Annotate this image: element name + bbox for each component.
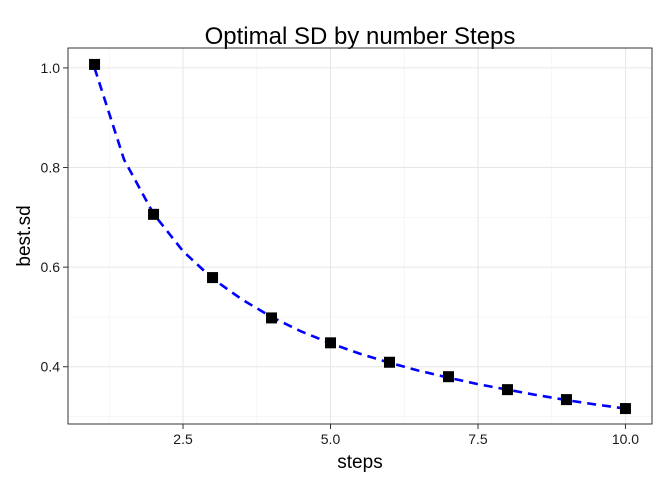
data-point	[442, 371, 454, 383]
data-point	[383, 356, 395, 368]
data-point	[207, 272, 219, 284]
data-point	[619, 403, 631, 415]
grid	[68, 48, 652, 424]
x-tick-label: 2.5	[173, 431, 193, 447]
data-point	[560, 394, 572, 406]
y-tick-label: 0.6	[41, 259, 61, 275]
x-tick-label: 10.0	[612, 431, 639, 447]
y-axis: 0.4 0.6 0.8 1.0	[41, 60, 68, 375]
fit-line	[93, 67, 626, 410]
data-point	[266, 312, 278, 324]
data-point	[89, 58, 101, 70]
points-layer	[89, 58, 631, 415]
x-axis-title: steps	[337, 452, 382, 473]
x-tick-label: 5.0	[321, 431, 341, 447]
y-tick-label: 1.0	[41, 60, 61, 76]
y-axis-title: best.sd	[14, 205, 35, 266]
data-point	[148, 208, 160, 220]
y-tick-label: 0.8	[41, 160, 61, 176]
data-point	[501, 384, 513, 396]
fit-line-layer	[93, 67, 626, 410]
x-tick-label: 7.5	[468, 431, 488, 447]
data-point	[325, 337, 337, 349]
chart-title: Optimal SD by number Steps	[205, 23, 516, 50]
panel-border	[67, 47, 653, 425]
x-axis: 2.5 5.0 7.5 10.0	[173, 424, 639, 447]
y-tick-label: 0.4	[41, 359, 61, 375]
